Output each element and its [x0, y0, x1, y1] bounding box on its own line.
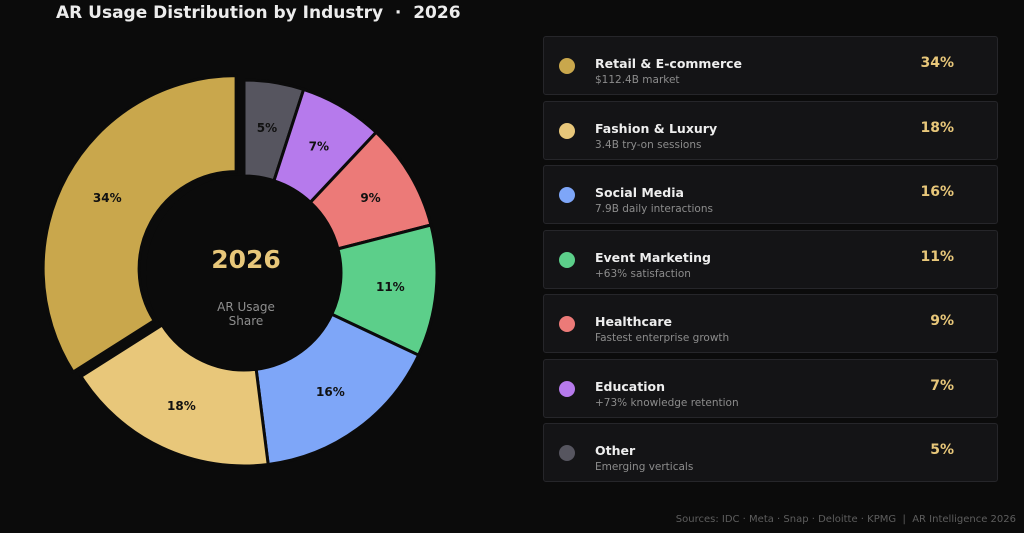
legend-share-percent: 11%: [920, 248, 954, 265]
legend-industry-detail: 3.4B try-on sessions: [595, 138, 702, 151]
legend-share-percent: 9%: [930, 313, 954, 329]
slice-label: 18%: [167, 399, 196, 413]
legend-industry-name: Event Marketing: [595, 249, 711, 265]
legend-industry-detail: 7.9B daily interactions: [595, 203, 713, 215]
slice-retail-e-commerce: [41, 74, 238, 375]
slice-label: 11%: [376, 280, 405, 294]
legend-industry-name: Healthcare: [595, 314, 673, 329]
legend-industry-name: Retail & E-commerce: [595, 56, 742, 71]
legend-list: Retail & E-commerce $112.4B market 34% Fash…: [543, 36, 998, 488]
legend-card: Social Media 7.9B daily interactions 16%: [543, 165, 998, 224]
legend-card: Event Marketing +63% satisfaction 11%: [543, 229, 998, 289]
legend-industry-detail: $112.4B market: [595, 74, 680, 86]
legend-color-dot-icon: [559, 316, 575, 332]
legend-share-percent: 5%: [930, 442, 954, 458]
legend-card: Retail & E-commerce $112.4B market 34%: [543, 36, 998, 95]
page-title: AR Usage Distribution by Industry · 2026: [56, 3, 461, 23]
slice-label: 34%: [93, 191, 122, 205]
legend-color-dot-icon: [559, 58, 575, 74]
slice-label: 16%: [316, 385, 345, 399]
center-label-line2: Share: [229, 314, 264, 328]
legend-color-dot-icon: [559, 251, 575, 268]
legend-card: Other Emerging verticals 5%: [543, 423, 998, 482]
legend-color-dot-icon: [559, 445, 575, 461]
center-year: 2026: [211, 245, 281, 274]
donut-slice-labels: 5% 7% 9% 11% 16% 18% 34%: [93, 121, 405, 413]
donut-hole: [146, 175, 342, 371]
legend-industry-name: Other: [595, 443, 636, 458]
sources-footer: Sources: IDC · Meta · Snap · Deloitte · …: [675, 514, 1016, 525]
legend-color-dot-icon: [559, 187, 575, 203]
legend-color-dot-icon: [559, 122, 575, 139]
legend-share-percent: 34%: [920, 55, 954, 71]
legend-industry-detail: Emerging verticals: [595, 461, 694, 473]
legend-industry-name: Education: [595, 378, 665, 394]
legend-card: Education +73% knowledge retention 7%: [543, 358, 998, 418]
donut-chart: 2026 AR Usage Share 5% 7% 9% 11% 16% 18% 34%: [41, 74, 439, 468]
legend-share-percent: 7%: [930, 377, 954, 394]
center-label-line1: AR Usage: [217, 300, 275, 314]
legend-industry-detail: +73% knowledge retention: [595, 396, 739, 409]
legend-industry-detail: +63% satisfaction: [595, 267, 691, 280]
legend-industry-name: Fashion & Luxury: [595, 120, 718, 136]
slice-label: 7%: [309, 139, 329, 153]
legend-share-percent: 18%: [920, 119, 954, 136]
legend-card: Fashion & Luxury 3.4B try-on sessions 18%: [543, 100, 998, 160]
legend-industry-name: Social Media: [595, 185, 684, 200]
legend-industry-detail: Fastest enterprise growth: [595, 332, 730, 344]
slice-label: 5%: [257, 121, 277, 135]
legend-color-dot-icon: [559, 380, 575, 397]
legend-card: Healthcare Fastest enterprise growth 9%: [543, 294, 998, 353]
legend-share-percent: 16%: [920, 184, 954, 200]
slice-label: 9%: [360, 191, 380, 205]
